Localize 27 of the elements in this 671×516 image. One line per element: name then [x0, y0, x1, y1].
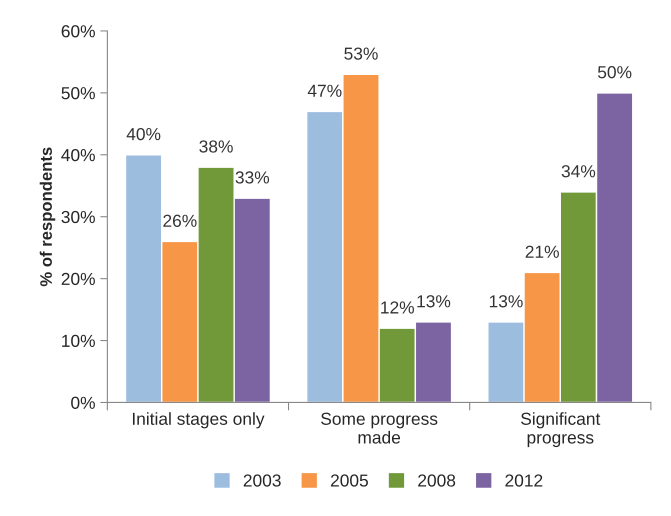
- x-tick-label: Significant progress: [521, 412, 600, 448]
- x-tick-label: Some progress made: [321, 412, 438, 444]
- data-label: 34%: [562, 165, 596, 178]
- data-label: 33%: [236, 171, 270, 184]
- y-tick-label: 20%: [62, 272, 95, 286]
- data-label: 38%: [199, 140, 233, 153]
- y-tick-label: 60%: [62, 25, 95, 38]
- y-tick-label: 40%: [61, 148, 95, 162]
- data-label: 50%: [598, 66, 632, 78]
- y-tick-label: 30%: [61, 210, 95, 224]
- y-tick-label: 50%: [62, 87, 95, 100]
- x-tick-label: Initial stages only: [132, 412, 265, 428]
- data-label: 12%: [381, 301, 414, 314]
- data-label: 13%: [417, 295, 450, 308]
- data-label: 40%: [126, 128, 160, 140]
- legend-label: 2005: [330, 474, 368, 487]
- data-label: 47%: [308, 84, 342, 97]
- y-tick-label: 0%: [71, 396, 95, 409]
- y-axis-title: % of respondents: [40, 147, 56, 286]
- legend-label: 2003: [244, 474, 281, 487]
- y-tick-label: 10%: [62, 334, 95, 348]
- legend-label: 2008: [418, 474, 456, 487]
- data-label: 53%: [344, 47, 378, 60]
- data-label: 21%: [526, 246, 559, 258]
- data-label: 26%: [163, 214, 197, 227]
- data-label: 13%: [490, 295, 523, 308]
- legend-label: 2012: [505, 474, 542, 487]
